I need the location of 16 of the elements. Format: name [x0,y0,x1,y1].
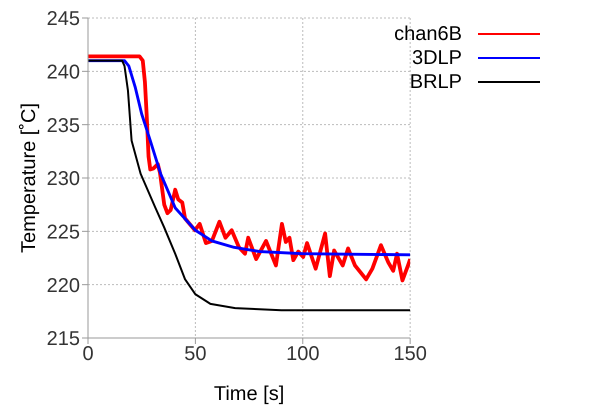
x-tick-label: 100 [286,343,320,366]
x-tick-label: 50 [184,343,207,366]
legend-label: 3DLP [412,46,462,70]
x-tick-label: 0 [82,343,94,366]
y-axis-title: Temperature [˚C] [18,102,40,254]
y-tick-label: 215 [46,328,80,350]
x-axis-title: Time [s] [214,383,284,406]
y-tick-label: 220 [46,274,80,297]
x-tick-label: 150 [393,343,427,366]
y-tick-label: 225 [46,221,80,244]
y-tick-label: 240 [46,61,80,84]
legend-label: BRLP [410,70,462,94]
y-tick-label: 245 [46,8,80,30]
y-tick-label: 230 [46,168,80,190]
legend-label: chan6B [394,22,462,46]
y-tick-label: 235 [46,114,80,137]
